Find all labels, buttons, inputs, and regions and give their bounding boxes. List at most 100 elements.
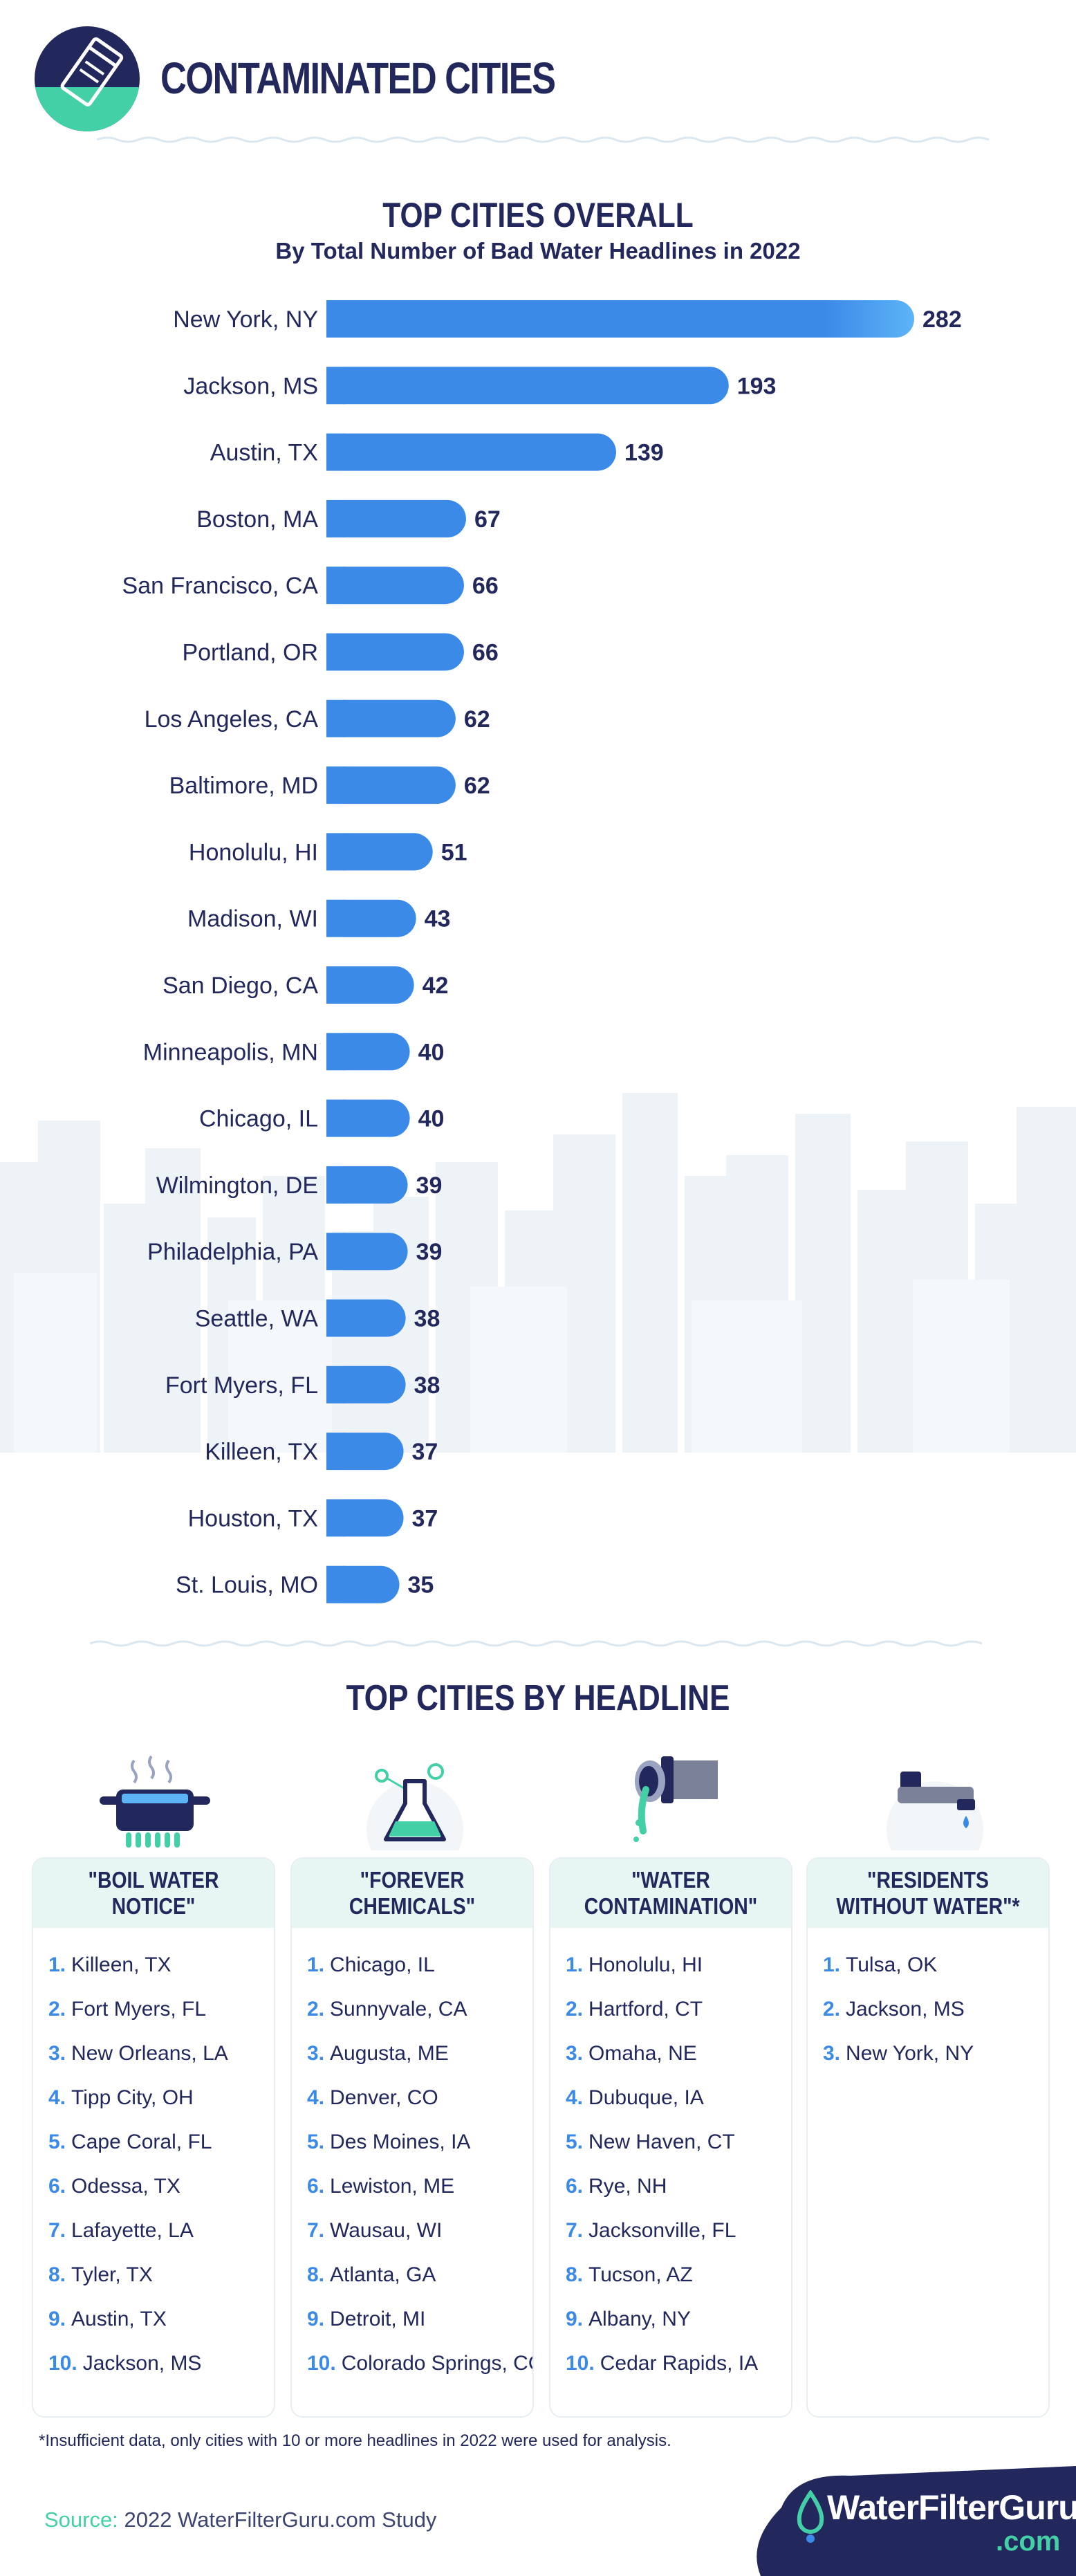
value-label: 43 <box>425 906 451 932</box>
logo-text: WaterFilterGuru <box>827 2488 1076 2527</box>
bar <box>326 300 914 338</box>
logo-background <box>757 2466 1076 2576</box>
value-label: 67 <box>474 506 501 533</box>
bar-square-end <box>326 367 345 405</box>
category-label: San Francisco, CA <box>122 573 319 599</box>
category-label: Los Angeles, CA <box>145 706 319 733</box>
bar-square-end <box>326 699 345 737</box>
list-item: 4. Dubuque, IA <box>566 2086 704 2109</box>
chart-subtitle: By Total Number of Bad Water Headlines i… <box>275 238 801 264</box>
bar <box>326 966 414 1004</box>
bar-square-end <box>326 1299 345 1337</box>
footnote: *Insufficient data, only cities with 10 … <box>39 2431 671 2450</box>
card-heading: "FOREVER CHEMICALS" <box>292 1859 532 1928</box>
list-item: 6. Rye, NH <box>566 2175 667 2198</box>
value-label: 38 <box>414 1306 440 1332</box>
list-item: 3. New Orleans, LA <box>48 2042 228 2065</box>
value-label: 35 <box>407 1572 434 1599</box>
list-item: 10. Jackson, MS <box>48 2352 202 2375</box>
category-label: Jackson, MS <box>183 373 318 399</box>
bar-chart: New York, NY 282 Jackson, MS 193 Austin, TX 1… <box>122 300 962 1603</box>
source-credit: Source: 2022 WaterFilterGuru.com Study <box>44 2508 437 2532</box>
bar <box>326 1166 408 1204</box>
category-label: Philadelphia, PA <box>147 1239 318 1265</box>
list-item: 8. Atlanta, GA <box>307 2263 436 2286</box>
list-item: 9. Austin, TX <box>48 2308 167 2330</box>
bar-square-end <box>326 1233 345 1271</box>
bar <box>326 1499 404 1537</box>
list-item: 5. Des Moines, IA <box>307 2131 471 2153</box>
category-label: Baltimore, MD <box>169 773 318 799</box>
section-title: TOP CITIES BY HEADLINE <box>346 1678 730 1718</box>
category-label: Killeen, TX <box>205 1439 318 1465</box>
category-label: St. Louis, MO <box>176 1572 318 1599</box>
card-heading: "BOIL WATER NOTICE" <box>33 1859 274 1928</box>
bar <box>326 699 456 737</box>
category-label: Madison, WI <box>187 906 318 932</box>
headline-card-residents-without-water: "RESIDENTS WITHOUT WATER"* 1. Tulsa, OK 2… <box>806 1857 1050 2418</box>
bar-square-end <box>326 766 345 804</box>
value-label: 40 <box>418 1106 445 1132</box>
value-label: 66 <box>472 640 499 666</box>
list-item: 4. Denver, CO <box>307 2086 438 2109</box>
list-item: 2. Sunnyvale, CA <box>307 1998 467 2021</box>
bar-square-end <box>326 966 345 1004</box>
boiling-pot-icon <box>86 1747 224 1850</box>
bar <box>326 1433 404 1471</box>
category-label: San Diego, CA <box>163 973 318 999</box>
card-heading: "WATER CONTAMINATION" <box>550 1859 791 1928</box>
page-title: CONTAMINATED CITIES <box>160 53 556 103</box>
logo-suffix: .com <box>996 2526 1061 2557</box>
card-heading: "RESIDENTS WITHOUT WATER"* <box>808 1859 1048 1928</box>
city-list: 1. Honolulu, HI 2. Hartford, CT 3. Omaha, N… <box>550 1928 791 2386</box>
bar-square-end <box>326 567 345 605</box>
list-item: 7. Lafayette, LA <box>48 2219 194 2242</box>
bar <box>326 899 416 937</box>
header: CONTAMINATED CITIES <box>35 26 1044 137</box>
dripping-faucet-icon <box>866 1747 1004 1878</box>
list-item: 1. Killeen, TX <box>48 1953 171 1976</box>
list-item: 8. Tucson, AZ <box>566 2263 693 2286</box>
list-item: 10. Colorado Springs, CO <box>307 2352 534 2375</box>
bar-square-end <box>326 499 345 537</box>
value-label: 39 <box>416 1239 443 1265</box>
bar <box>326 367 729 405</box>
category-label: Wilmington, DE <box>156 1172 318 1199</box>
bar <box>326 1233 408 1271</box>
value-label: 42 <box>423 973 449 999</box>
value-label: 282 <box>922 306 962 333</box>
bar-square-end <box>326 1499 345 1537</box>
bar <box>326 1365 406 1404</box>
category-label: Minneapolis, MN <box>143 1039 318 1065</box>
chart-title: TOP CITIES OVERALL <box>382 196 694 234</box>
bar-square-end <box>326 433 345 471</box>
city-list: 1. Chicago, IL 2. Sunnyvale, CA 3. Augusta,… <box>292 1928 532 2386</box>
list-item: 1. Honolulu, HI <box>566 1953 703 1976</box>
list-item: 7. Wausau, WI <box>307 2219 443 2242</box>
list-item: 9. Albany, NY <box>566 2308 691 2330</box>
bar <box>326 567 464 605</box>
category-label: Portland, OR <box>182 640 318 666</box>
bar-square-end <box>326 1033 345 1071</box>
value-label: 37 <box>412 1439 438 1465</box>
category-label: Fort Myers, FL <box>165 1372 318 1399</box>
headline-card-water-contamination: "WATER CONTAMINATION" 1. Honolulu, HI 2. H… <box>549 1857 792 2418</box>
list-item: 1. Chicago, IL <box>307 1953 435 1976</box>
bar <box>326 1033 410 1071</box>
headline-card-forever-chemicals: "FOREVER CHEMICALS" 1. Chicago, IL 2. Sunn… <box>290 1857 534 2418</box>
value-label: 62 <box>464 773 490 799</box>
bar <box>326 499 466 537</box>
bar-square-end <box>326 1166 345 1204</box>
value-label: 38 <box>414 1372 440 1399</box>
category-label: New York, NY <box>173 306 318 333</box>
value-label: 66 <box>472 573 499 599</box>
category-label: Austin, TX <box>210 440 318 466</box>
list-item: 2. Jackson, MS <box>823 1998 965 2021</box>
category-label: Seattle, WA <box>195 1306 319 1332</box>
bar-square-end <box>326 1365 345 1404</box>
category-label: Chicago, IL <box>199 1106 318 1132</box>
bar <box>326 833 433 871</box>
list-item: 6. Lewiston, ME <box>307 2175 455 2198</box>
value-label: 39 <box>416 1172 443 1199</box>
value-label: 40 <box>418 1039 445 1065</box>
